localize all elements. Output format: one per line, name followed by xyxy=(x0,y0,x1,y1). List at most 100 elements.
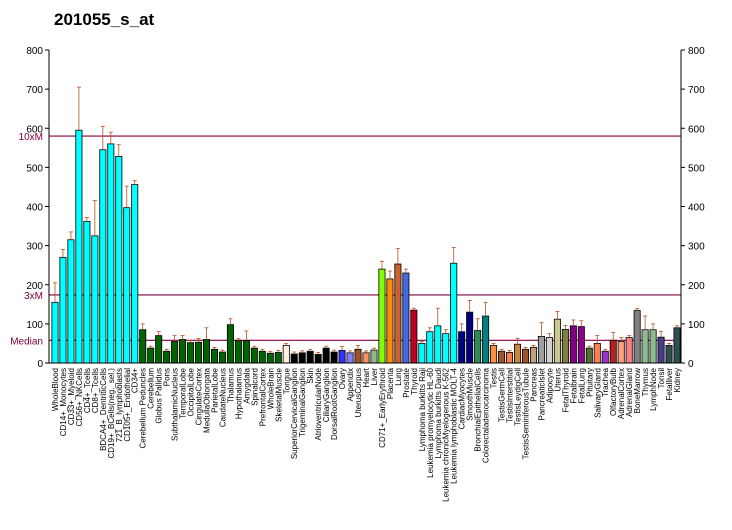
x-tick-label: CD34+ xyxy=(131,368,140,393)
y-tick-label-right: 0 xyxy=(688,359,694,370)
bar xyxy=(673,327,681,364)
bar xyxy=(482,315,490,364)
x-tick-label: MedullaOblongata xyxy=(203,367,212,432)
x-tick-label: Leukemia promyelocytic HL-60 xyxy=(426,367,435,477)
x-tick-label: CD105+_Endothelial xyxy=(123,368,132,442)
bar xyxy=(370,349,378,364)
bar xyxy=(402,272,410,364)
bar xyxy=(234,340,242,364)
x-tick-label: Skin xyxy=(306,368,315,384)
y-tick-label-right: 300 xyxy=(688,242,705,253)
bar xyxy=(330,351,338,364)
x-tick-label: OccipitalLobe xyxy=(187,367,196,416)
x-tick-label: Tonsil xyxy=(657,368,666,389)
x-tick-label: DorsalRootGanglion xyxy=(330,368,339,440)
x-tick-label: Uterus xyxy=(553,368,562,392)
x-tick-label: TestisLeydigCell xyxy=(514,368,523,426)
bar xyxy=(107,143,115,364)
bar xyxy=(338,350,346,364)
bar xyxy=(657,336,665,364)
bar xyxy=(195,341,203,364)
bar xyxy=(75,129,83,364)
x-tick-label: LymphNode xyxy=(649,367,658,410)
x-tick-label: CD19+_BCells(neg._sel.) xyxy=(107,368,116,459)
bar xyxy=(290,353,298,364)
bar xyxy=(490,344,498,364)
bar xyxy=(163,350,171,364)
x-tick-label: TrigeminalGanglion xyxy=(298,368,307,437)
reference-line-label: 3xM xyxy=(24,291,43,302)
x-tick-label: CD56+_NKCells xyxy=(75,368,84,426)
x-tick-label: SalivaryGland xyxy=(593,368,602,418)
x-tick-label: TestisGermCell xyxy=(498,368,507,422)
x-tick-label: SkeletalMuscle xyxy=(274,367,283,421)
bar xyxy=(282,344,290,364)
bar xyxy=(450,262,458,364)
x-tick-label: AtrioventricularNode xyxy=(314,367,323,440)
bar xyxy=(298,352,306,364)
y-tick-label-right: 800 xyxy=(688,46,705,57)
y-tick-label-left: 600 xyxy=(26,124,43,135)
y-tick-label-left: 100 xyxy=(26,320,43,331)
x-tick-label: 721_B_lymphoblasts xyxy=(115,368,124,442)
x-tick-label: Cerebellum Peduncles xyxy=(139,368,148,449)
bar xyxy=(665,344,673,364)
bar xyxy=(218,351,226,364)
x-tick-label: Adipocyte xyxy=(545,367,554,403)
bar xyxy=(346,352,354,364)
x-tick-label: Spinalcord xyxy=(250,368,259,406)
x-tick-label: ParietalLobe xyxy=(210,367,219,412)
bar xyxy=(147,347,155,364)
bar xyxy=(498,350,506,364)
x-tick-label: Cerebellum xyxy=(147,368,156,409)
bar xyxy=(426,331,434,364)
x-tick-label: Liver xyxy=(370,368,379,386)
bar xyxy=(521,348,530,364)
bar xyxy=(442,333,450,364)
x-tick-label: Pancreas xyxy=(529,368,538,402)
bar xyxy=(306,350,314,364)
x-tick-label: Prostate xyxy=(402,367,411,397)
x-tick-label: Globus Pallidus xyxy=(155,368,164,424)
x-tick-label: CardiacMyocytes xyxy=(458,368,467,429)
x-tick-label: FetalThyroid xyxy=(561,368,570,412)
x-tick-label: TestisInterstitial xyxy=(506,368,515,423)
bar xyxy=(354,348,362,364)
x-tick-label: TemporalLobe xyxy=(179,367,188,418)
bar xyxy=(617,341,625,364)
x-tick-label: Trachea xyxy=(601,367,610,397)
x-tick-label: CaudateNucleus xyxy=(218,368,227,427)
bar xyxy=(202,339,211,364)
bar xyxy=(633,310,641,364)
y-tick-label-left: 300 xyxy=(26,242,43,253)
bar xyxy=(187,342,195,364)
bar xyxy=(537,335,545,364)
bar xyxy=(458,331,466,364)
bar xyxy=(609,339,617,364)
y-tick-label-left: 0 xyxy=(37,359,43,370)
x-tick-label: UterusCorpus xyxy=(354,368,363,417)
x-tick-label: AdrenalCortex xyxy=(617,368,626,419)
bar xyxy=(171,341,179,364)
y-tick-label-right: 500 xyxy=(688,163,705,174)
bar xyxy=(386,278,394,364)
x-tick-label: Heart xyxy=(362,367,371,387)
bar xyxy=(322,347,330,364)
x-tick-label: OlfactoryBulb xyxy=(609,367,618,416)
x-tick-label: Appendix xyxy=(346,368,355,401)
bar xyxy=(641,329,649,364)
x-tick-label: Fetalliver xyxy=(665,368,674,401)
x-tick-label: BronchialEpithelialCells xyxy=(474,368,483,452)
y-tick-label-left: 700 xyxy=(26,85,43,96)
bar xyxy=(258,350,266,364)
bar xyxy=(529,346,537,364)
x-tick-label: WholeBrain xyxy=(266,368,275,409)
x-tick-label: SuperiorCervicalGanglion xyxy=(290,368,299,459)
x-tick-label: Hypothalamus xyxy=(234,368,243,419)
bar xyxy=(418,343,426,364)
y-tick-label-left: 400 xyxy=(26,203,43,214)
x-tick-label: BDCA4+_DentriticCells xyxy=(99,368,108,451)
bar xyxy=(362,352,370,364)
x-tick-label: Pons xyxy=(163,368,172,386)
